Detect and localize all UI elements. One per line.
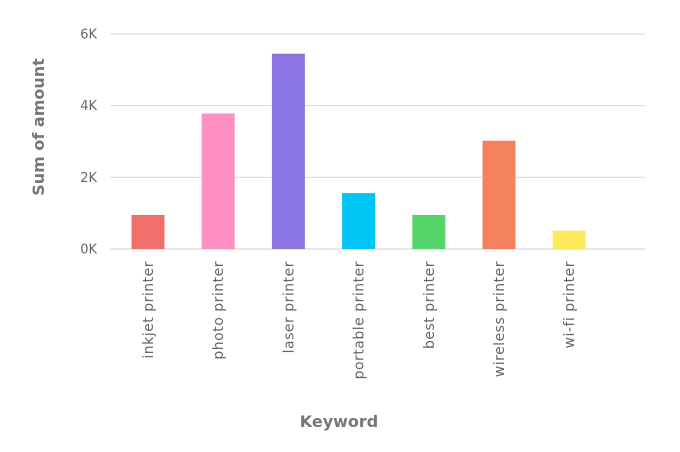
x-tick-label: photo printer	[211, 261, 227, 360]
bar-best-printer[interactable]	[412, 214, 446, 249]
x-axis-labels: inkjet printer photo printer laser printer…	[141, 261, 578, 379]
x-tick-label: wi-fi printer	[562, 261, 578, 348]
y-tick-label: 2K	[80, 171, 97, 186]
bar-wireless-printer[interactable]	[482, 140, 516, 249]
y-tick-label: 0K	[80, 243, 97, 258]
x-tick-label: inkjet printer	[141, 261, 157, 359]
bar-laser-printer[interactable]	[271, 53, 305, 250]
grid-lines	[110, 33, 645, 250]
bars	[131, 53, 586, 250]
x-tick-label: portable printer	[352, 261, 368, 379]
bar-photo-printer[interactable]	[201, 113, 235, 249]
x-axis-title: Keyword	[300, 412, 379, 431]
bar-portable-printer[interactable]	[342, 193, 376, 249]
x-tick-label: best printer	[422, 261, 438, 349]
bar-wi-fi-printer[interactable]	[552, 230, 586, 249]
x-tick-label: laser printer	[281, 261, 297, 353]
y-axis-title: Sum of amount	[29, 58, 48, 196]
bar-inkjet-printer[interactable]	[131, 214, 165, 249]
y-axis-ticks: 0K 2K 4K 6K	[80, 28, 97, 258]
y-tick-label: 6K	[80, 28, 97, 43]
y-tick-label: 4K	[80, 99, 97, 114]
x-tick-label: wireless printer	[492, 261, 508, 377]
